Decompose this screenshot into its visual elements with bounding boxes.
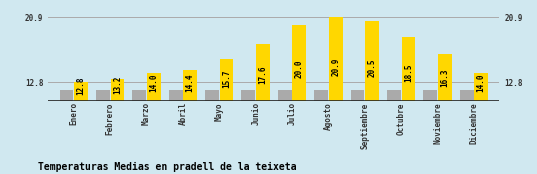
Text: 15.7: 15.7 bbox=[222, 70, 231, 88]
Bar bbox=[220, 59, 234, 101]
Text: Temperaturas Medias en pradell de la teixeta: Temperaturas Medias en pradell de la tei… bbox=[38, 162, 296, 172]
Bar bbox=[96, 90, 110, 101]
Text: 13.2: 13.2 bbox=[113, 76, 122, 94]
Bar bbox=[205, 90, 219, 101]
Bar bbox=[74, 82, 88, 101]
Text: 14.4: 14.4 bbox=[186, 73, 195, 92]
Bar bbox=[423, 90, 437, 101]
Bar bbox=[278, 90, 292, 101]
Bar bbox=[256, 44, 270, 101]
Text: 16.3: 16.3 bbox=[440, 68, 449, 87]
Text: 20.0: 20.0 bbox=[295, 60, 304, 78]
Bar bbox=[183, 70, 197, 101]
Bar bbox=[438, 54, 452, 101]
Bar bbox=[293, 25, 306, 101]
Bar bbox=[169, 90, 183, 101]
Bar bbox=[329, 17, 343, 101]
Text: 14.0: 14.0 bbox=[149, 74, 158, 93]
Bar bbox=[365, 21, 379, 101]
Bar bbox=[402, 37, 416, 101]
Bar bbox=[242, 90, 255, 101]
Text: 14.0: 14.0 bbox=[477, 74, 486, 93]
Bar bbox=[351, 90, 365, 101]
Bar bbox=[314, 90, 328, 101]
Text: 12.8: 12.8 bbox=[77, 77, 85, 95]
Bar bbox=[60, 90, 74, 101]
Bar bbox=[132, 90, 146, 101]
Text: 20.5: 20.5 bbox=[368, 58, 376, 77]
Text: 20.9: 20.9 bbox=[331, 57, 340, 76]
Text: 17.6: 17.6 bbox=[258, 65, 267, 84]
Bar bbox=[460, 90, 474, 101]
Bar bbox=[474, 73, 488, 101]
Text: 18.5: 18.5 bbox=[404, 63, 413, 82]
Bar bbox=[387, 90, 401, 101]
Bar bbox=[147, 73, 161, 101]
Bar bbox=[111, 79, 125, 101]
